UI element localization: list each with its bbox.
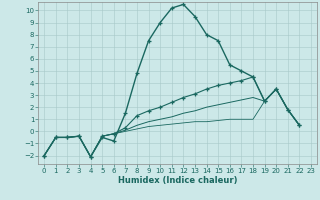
X-axis label: Humidex (Indice chaleur): Humidex (Indice chaleur) <box>118 176 237 185</box>
